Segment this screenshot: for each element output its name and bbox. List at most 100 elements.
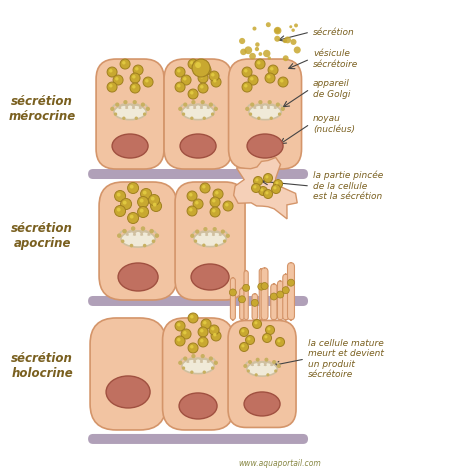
Circle shape: [114, 112, 117, 116]
Circle shape: [241, 344, 245, 347]
Circle shape: [182, 112, 185, 116]
Circle shape: [278, 112, 281, 116]
Circle shape: [194, 239, 197, 243]
Circle shape: [182, 366, 185, 370]
Circle shape: [265, 326, 274, 335]
Circle shape: [280, 79, 283, 82]
Circle shape: [132, 75, 136, 79]
Text: sécrétion
apocrine: sécrétion apocrine: [11, 222, 73, 250]
FancyBboxPatch shape: [261, 268, 268, 320]
Circle shape: [240, 49, 246, 55]
Circle shape: [143, 191, 146, 194]
Circle shape: [294, 46, 301, 54]
Circle shape: [175, 321, 185, 331]
Text: la cellule mature
meurt et devient
un produit
sécrétoire: la cellule mature meurt et devient un pr…: [308, 339, 384, 379]
Circle shape: [175, 67, 185, 77]
Circle shape: [273, 180, 283, 189]
Circle shape: [211, 327, 215, 330]
Circle shape: [153, 203, 156, 207]
Circle shape: [213, 189, 223, 199]
Ellipse shape: [112, 134, 148, 158]
FancyBboxPatch shape: [228, 59, 301, 169]
Circle shape: [175, 82, 185, 92]
Circle shape: [188, 89, 198, 99]
Circle shape: [267, 327, 271, 330]
Circle shape: [140, 209, 144, 212]
Text: sécrétion: sécrétion: [313, 27, 355, 36]
Circle shape: [209, 325, 219, 335]
Circle shape: [249, 53, 256, 60]
Circle shape: [191, 354, 196, 358]
Circle shape: [110, 107, 114, 111]
Circle shape: [195, 201, 199, 204]
Circle shape: [195, 229, 200, 234]
Circle shape: [241, 329, 245, 332]
Circle shape: [258, 52, 262, 56]
Circle shape: [288, 279, 294, 286]
Circle shape: [267, 100, 272, 104]
Circle shape: [130, 83, 140, 93]
Circle shape: [242, 82, 252, 92]
Circle shape: [191, 100, 196, 104]
Text: la partie pincée
de la cellule
est la sécrétion: la partie pincée de la cellule est la sé…: [313, 171, 383, 201]
Circle shape: [183, 102, 187, 107]
Circle shape: [187, 191, 197, 201]
Circle shape: [275, 337, 284, 346]
Circle shape: [274, 369, 277, 373]
Circle shape: [242, 67, 252, 77]
Circle shape: [122, 229, 127, 233]
Circle shape: [202, 244, 206, 247]
Circle shape: [274, 27, 282, 35]
Circle shape: [239, 343, 248, 352]
FancyBboxPatch shape: [88, 169, 308, 179]
Circle shape: [270, 67, 273, 71]
Circle shape: [255, 42, 260, 47]
Circle shape: [137, 207, 148, 218]
Circle shape: [177, 69, 181, 73]
Circle shape: [198, 83, 208, 93]
Circle shape: [201, 319, 211, 329]
Circle shape: [200, 339, 203, 343]
FancyBboxPatch shape: [88, 296, 308, 306]
Circle shape: [135, 67, 138, 71]
Circle shape: [109, 84, 113, 88]
Ellipse shape: [244, 392, 280, 416]
Circle shape: [200, 183, 210, 193]
Circle shape: [264, 335, 267, 338]
FancyBboxPatch shape: [88, 434, 308, 444]
Circle shape: [250, 102, 255, 107]
Circle shape: [123, 100, 128, 104]
FancyBboxPatch shape: [244, 271, 248, 320]
FancyBboxPatch shape: [288, 263, 294, 320]
Circle shape: [264, 190, 273, 199]
Circle shape: [190, 234, 194, 238]
Circle shape: [183, 356, 187, 361]
Circle shape: [193, 199, 203, 209]
FancyBboxPatch shape: [230, 278, 236, 320]
Circle shape: [225, 203, 228, 207]
FancyBboxPatch shape: [96, 59, 164, 169]
Text: vésicule
sécrétoire: vésicule sécrétoire: [313, 49, 358, 69]
Ellipse shape: [179, 393, 217, 419]
Circle shape: [215, 244, 218, 247]
Circle shape: [278, 77, 288, 87]
Circle shape: [244, 84, 247, 88]
Circle shape: [202, 185, 206, 189]
Circle shape: [121, 239, 125, 243]
Circle shape: [276, 102, 280, 107]
Circle shape: [201, 100, 205, 104]
Circle shape: [122, 117, 126, 120]
Circle shape: [130, 215, 134, 219]
Circle shape: [183, 77, 187, 81]
Circle shape: [274, 27, 280, 33]
Circle shape: [212, 227, 217, 231]
Circle shape: [255, 47, 259, 51]
Circle shape: [132, 85, 136, 89]
Circle shape: [277, 291, 284, 298]
FancyBboxPatch shape: [283, 274, 289, 320]
Circle shape: [209, 102, 213, 107]
Circle shape: [255, 178, 258, 182]
Ellipse shape: [182, 104, 214, 119]
Circle shape: [238, 296, 246, 303]
Ellipse shape: [118, 263, 158, 291]
